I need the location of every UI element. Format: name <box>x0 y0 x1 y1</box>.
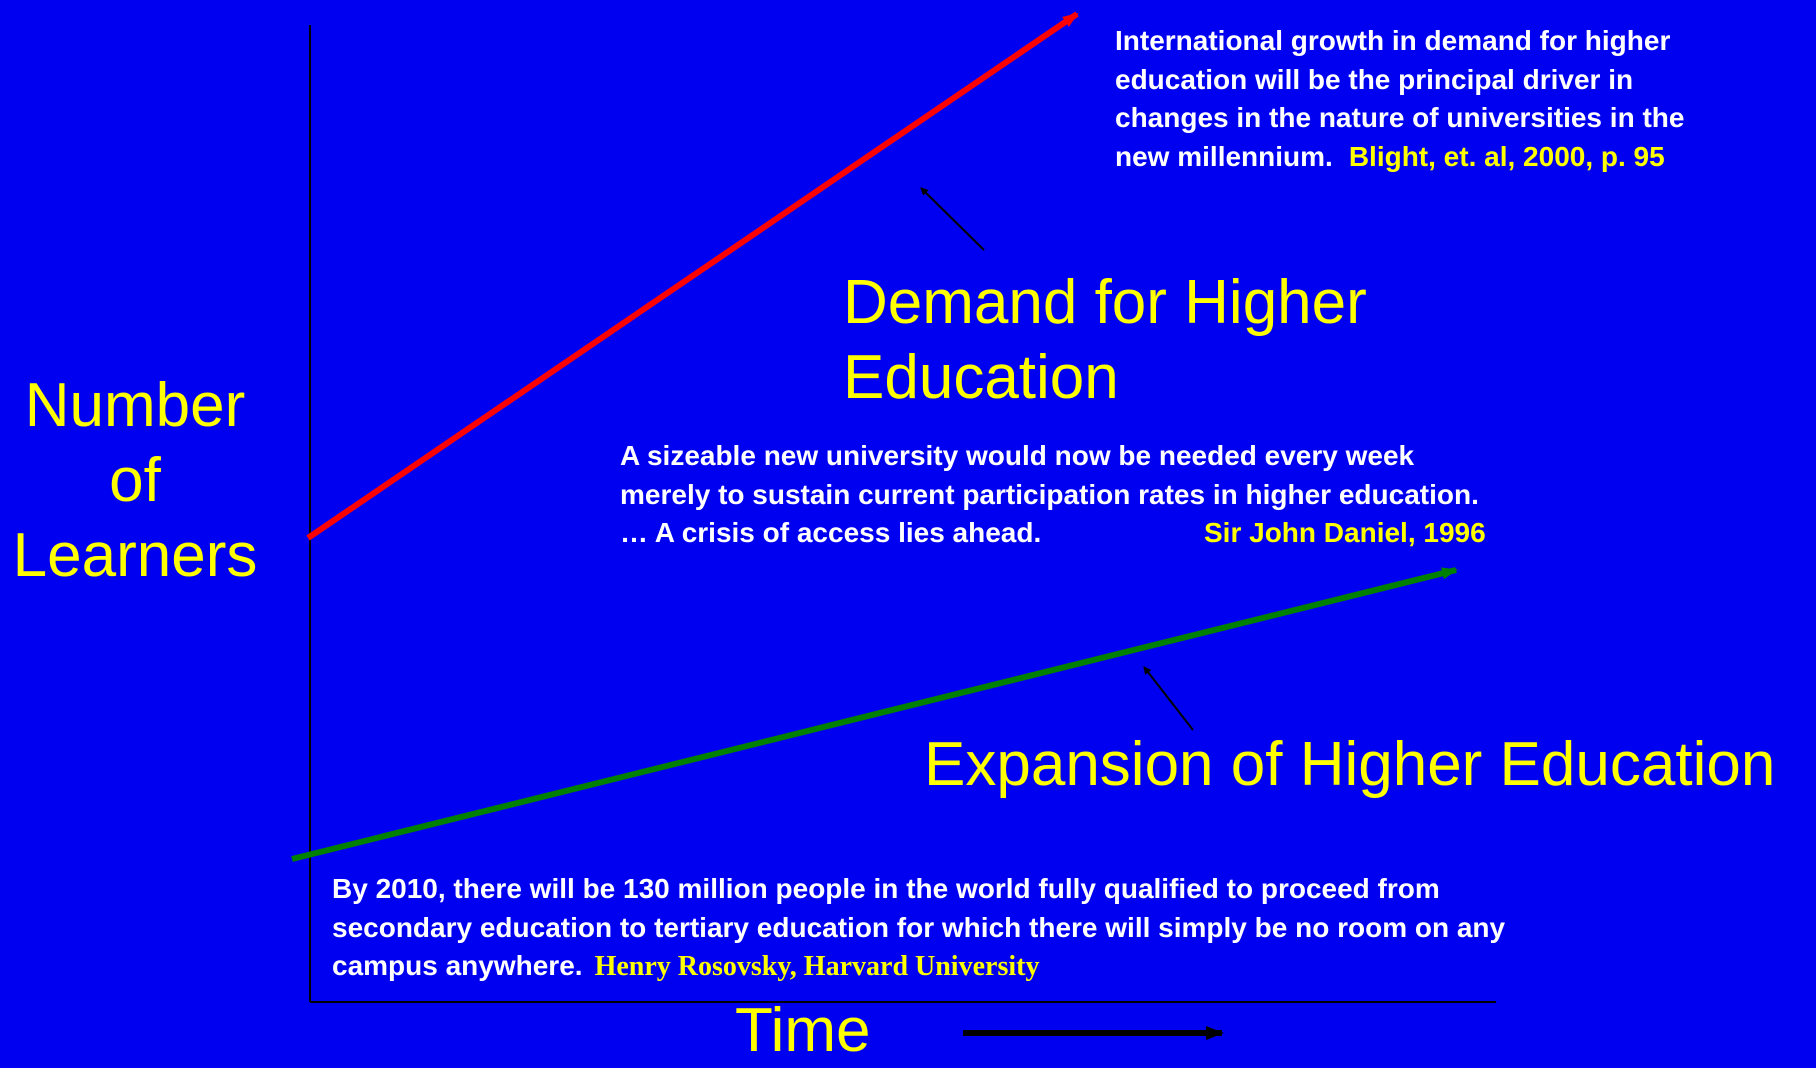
text: of <box>109 446 161 515</box>
text: Learners <box>12 521 258 590</box>
demand-quote: International growth in demand for highe… <box>1115 22 1684 176</box>
text: changes in the nature of universities in… <box>1115 102 1685 133</box>
source: Sir John Daniel, 1996 <box>1204 517 1486 548</box>
demand-line <box>306 11 1079 541</box>
text: secondary education to tertiary educatio… <box>332 911 1506 943</box>
text: Demand for Higher <box>843 268 1367 337</box>
text: Education <box>843 343 1119 412</box>
text: new millennium. <box>1115 140 1333 172</box>
demand-label: Demand for Higher Education <box>843 265 1367 415</box>
source: Blight, et. al, 2000, p. 95 <box>1348 140 1665 172</box>
text: … A crisis of access lies ahead. <box>620 517 1042 548</box>
text: A sizeable new university would now be n… <box>620 440 1415 471</box>
rosovsky-quote: By 2010, there will be 130 million peopl… <box>332 870 1505 987</box>
x-axis-label: Time <box>735 996 871 1065</box>
expansion-label: Expansion of Higher Education <box>924 730 1776 799</box>
text: campus anywhere. <box>332 950 583 981</box>
daniel-quote: A sizeable new university would now be n… <box>620 437 1486 553</box>
pointer-arrow <box>1143 666 1194 731</box>
text: Number <box>24 371 246 440</box>
text: education will be the principal driver i… <box>1115 63 1634 95</box>
y-axis-label: Number of Learners <box>0 368 270 593</box>
pointer-arrow <box>920 187 985 251</box>
expansion-line <box>291 567 1458 862</box>
text: International growth in demand for highe… <box>1115 25 1671 56</box>
text: merely to sustain current participation … <box>620 478 1479 510</box>
text: By 2010, there will be 130 million peopl… <box>332 873 1440 904</box>
source: Henry Rosovsky, Harvard University <box>594 951 1040 982</box>
